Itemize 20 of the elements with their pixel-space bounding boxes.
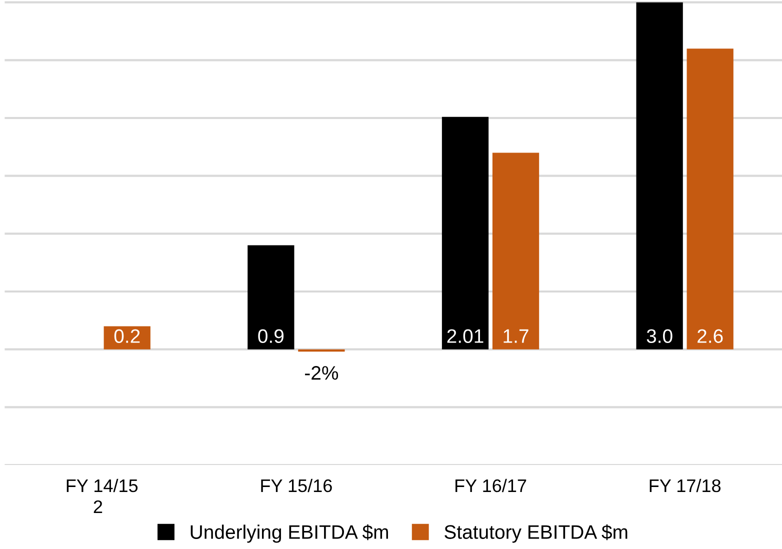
data-label: -2% [305,366,338,380]
x-tick-label: FY 17/18 [650,478,721,492]
legend-label: Statutory EBITDA $m [444,524,628,543]
data-label: 2.6 [698,329,723,343]
data-label: 0.9 [258,329,284,343]
bar [686,48,734,350]
bar [104,326,150,350]
data-label: 1.7 [504,329,528,343]
data-label: 3.0 [646,329,672,343]
legend-label: Underlying EBITDA $m [190,524,388,543]
data-label: 0.2 [114,329,140,343]
data-label: 2.01 [447,329,484,343]
bar [492,152,540,350]
x-tick-label: FY 16/17 [456,478,526,492]
x-tick-label: FY 14/15 [66,478,138,492]
x-tick-label: FY 15/16 [261,478,332,492]
bar [248,245,294,350]
bar [442,116,489,350]
bar [636,2,683,350]
text: 2 [94,500,102,513]
